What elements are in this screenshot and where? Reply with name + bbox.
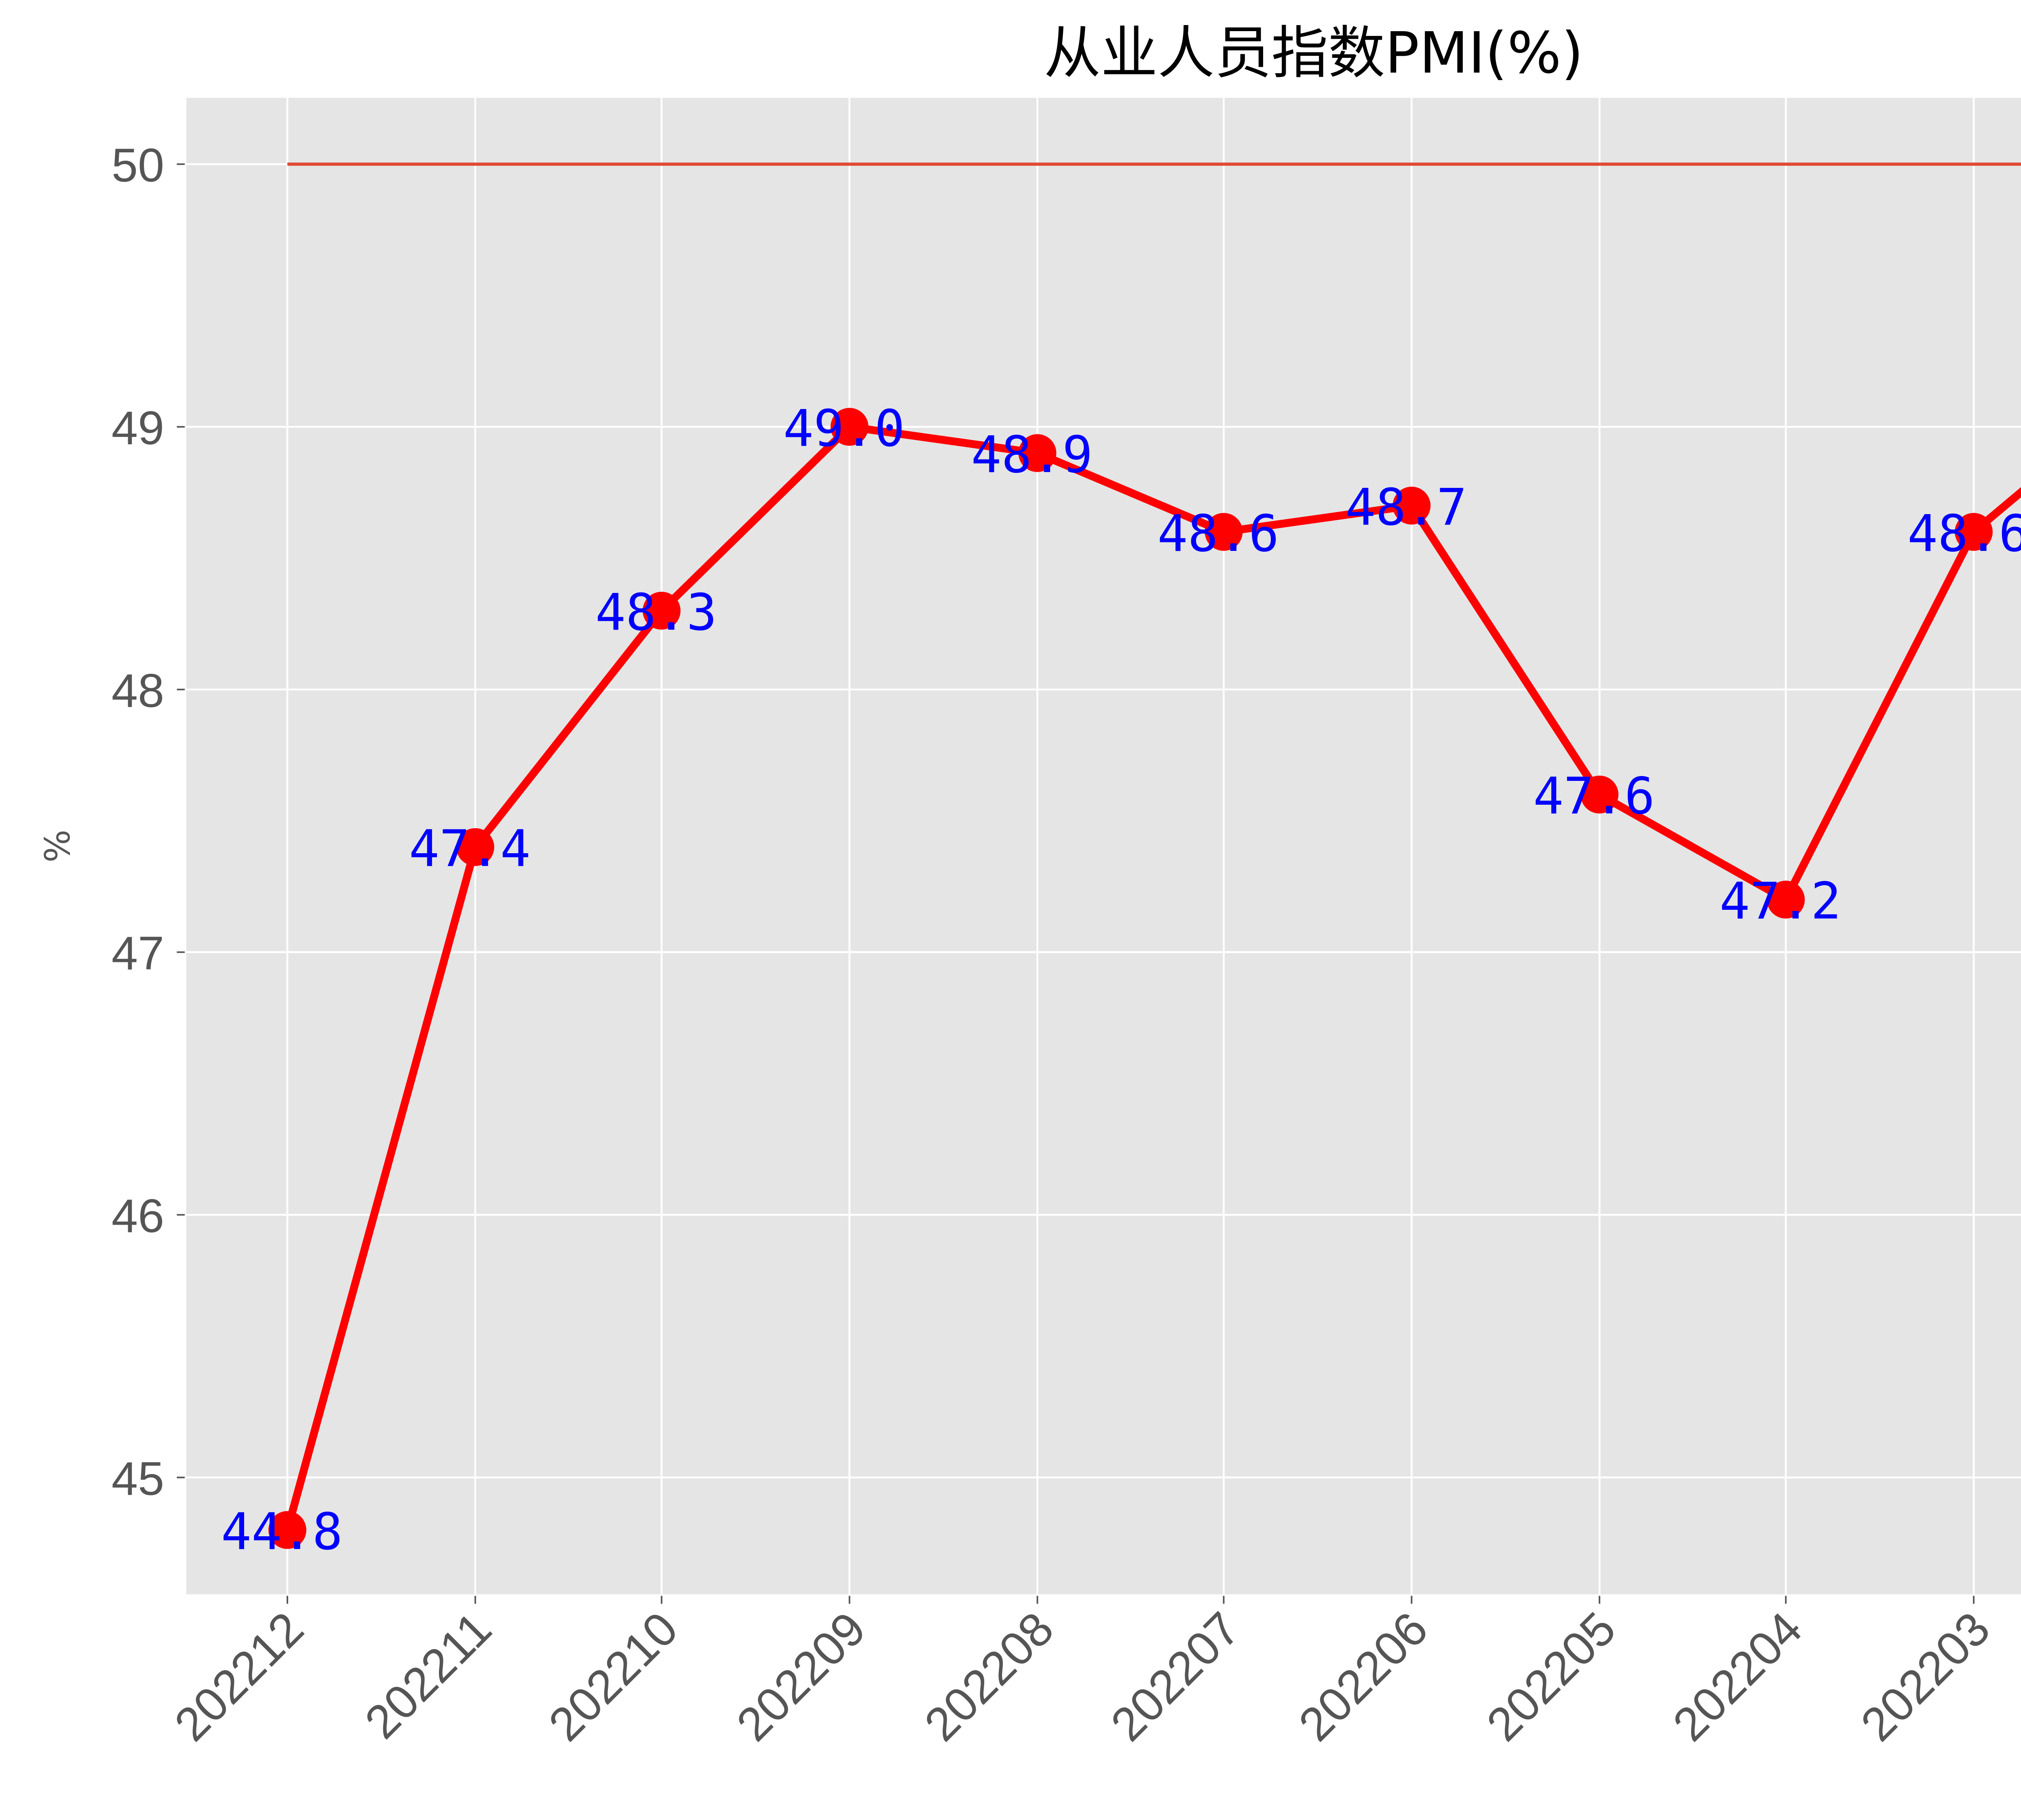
data-point-marker xyxy=(1018,434,1057,472)
data-value-label: 47.4 xyxy=(409,820,531,878)
y-tick-label: 46 xyxy=(112,1189,164,1242)
data-point-marker xyxy=(642,592,681,630)
data-value-label: 48.6 xyxy=(1907,504,2021,563)
grid-lines xyxy=(186,98,2021,1594)
data-value-label: 48.3 xyxy=(595,583,717,642)
data-labels: 44.8 47.4 48.3 49.0 48.9 48.6 48.7 47.6 47.2 48.6… xyxy=(221,399,2021,1561)
data-point-marker xyxy=(456,828,494,866)
y-axis-label: % xyxy=(38,830,78,863)
data-point-marker xyxy=(1580,775,1619,814)
data-point-marker xyxy=(1392,487,1431,525)
data-value-label: 49.0 xyxy=(783,399,905,458)
y-tick-label: 47 xyxy=(112,927,164,980)
data-value-label: 47.2 xyxy=(1719,872,1841,931)
data-value-label: 48.6 xyxy=(1157,504,1279,563)
data-value-label: 44.8 xyxy=(221,1502,343,1561)
data-point-marker xyxy=(1955,513,1993,551)
data-point-marker xyxy=(830,408,869,446)
y-tick-label: 50 xyxy=(112,139,164,192)
data-value-label: 48.9 xyxy=(971,426,1093,484)
y-tick-label: 45 xyxy=(112,1452,164,1505)
data-point-marker xyxy=(1205,513,1243,551)
y-axis-ticks: 45 46 47 48 49 50 xyxy=(112,139,185,1505)
y-tick-label: 48 xyxy=(112,664,164,717)
data-point-marker xyxy=(268,1511,306,1549)
pmi-markers xyxy=(268,408,1993,1549)
data-point-marker xyxy=(1767,880,1805,919)
y-tick-label: 49 xyxy=(112,401,164,454)
pmi-series-line xyxy=(283,423,2021,1531)
chart-title: 从业人员指数PMI(%) xyxy=(1044,20,1584,86)
data-value-label: 47.6 xyxy=(1533,767,1655,826)
data-value-label: 48.7 xyxy=(1345,478,1467,537)
